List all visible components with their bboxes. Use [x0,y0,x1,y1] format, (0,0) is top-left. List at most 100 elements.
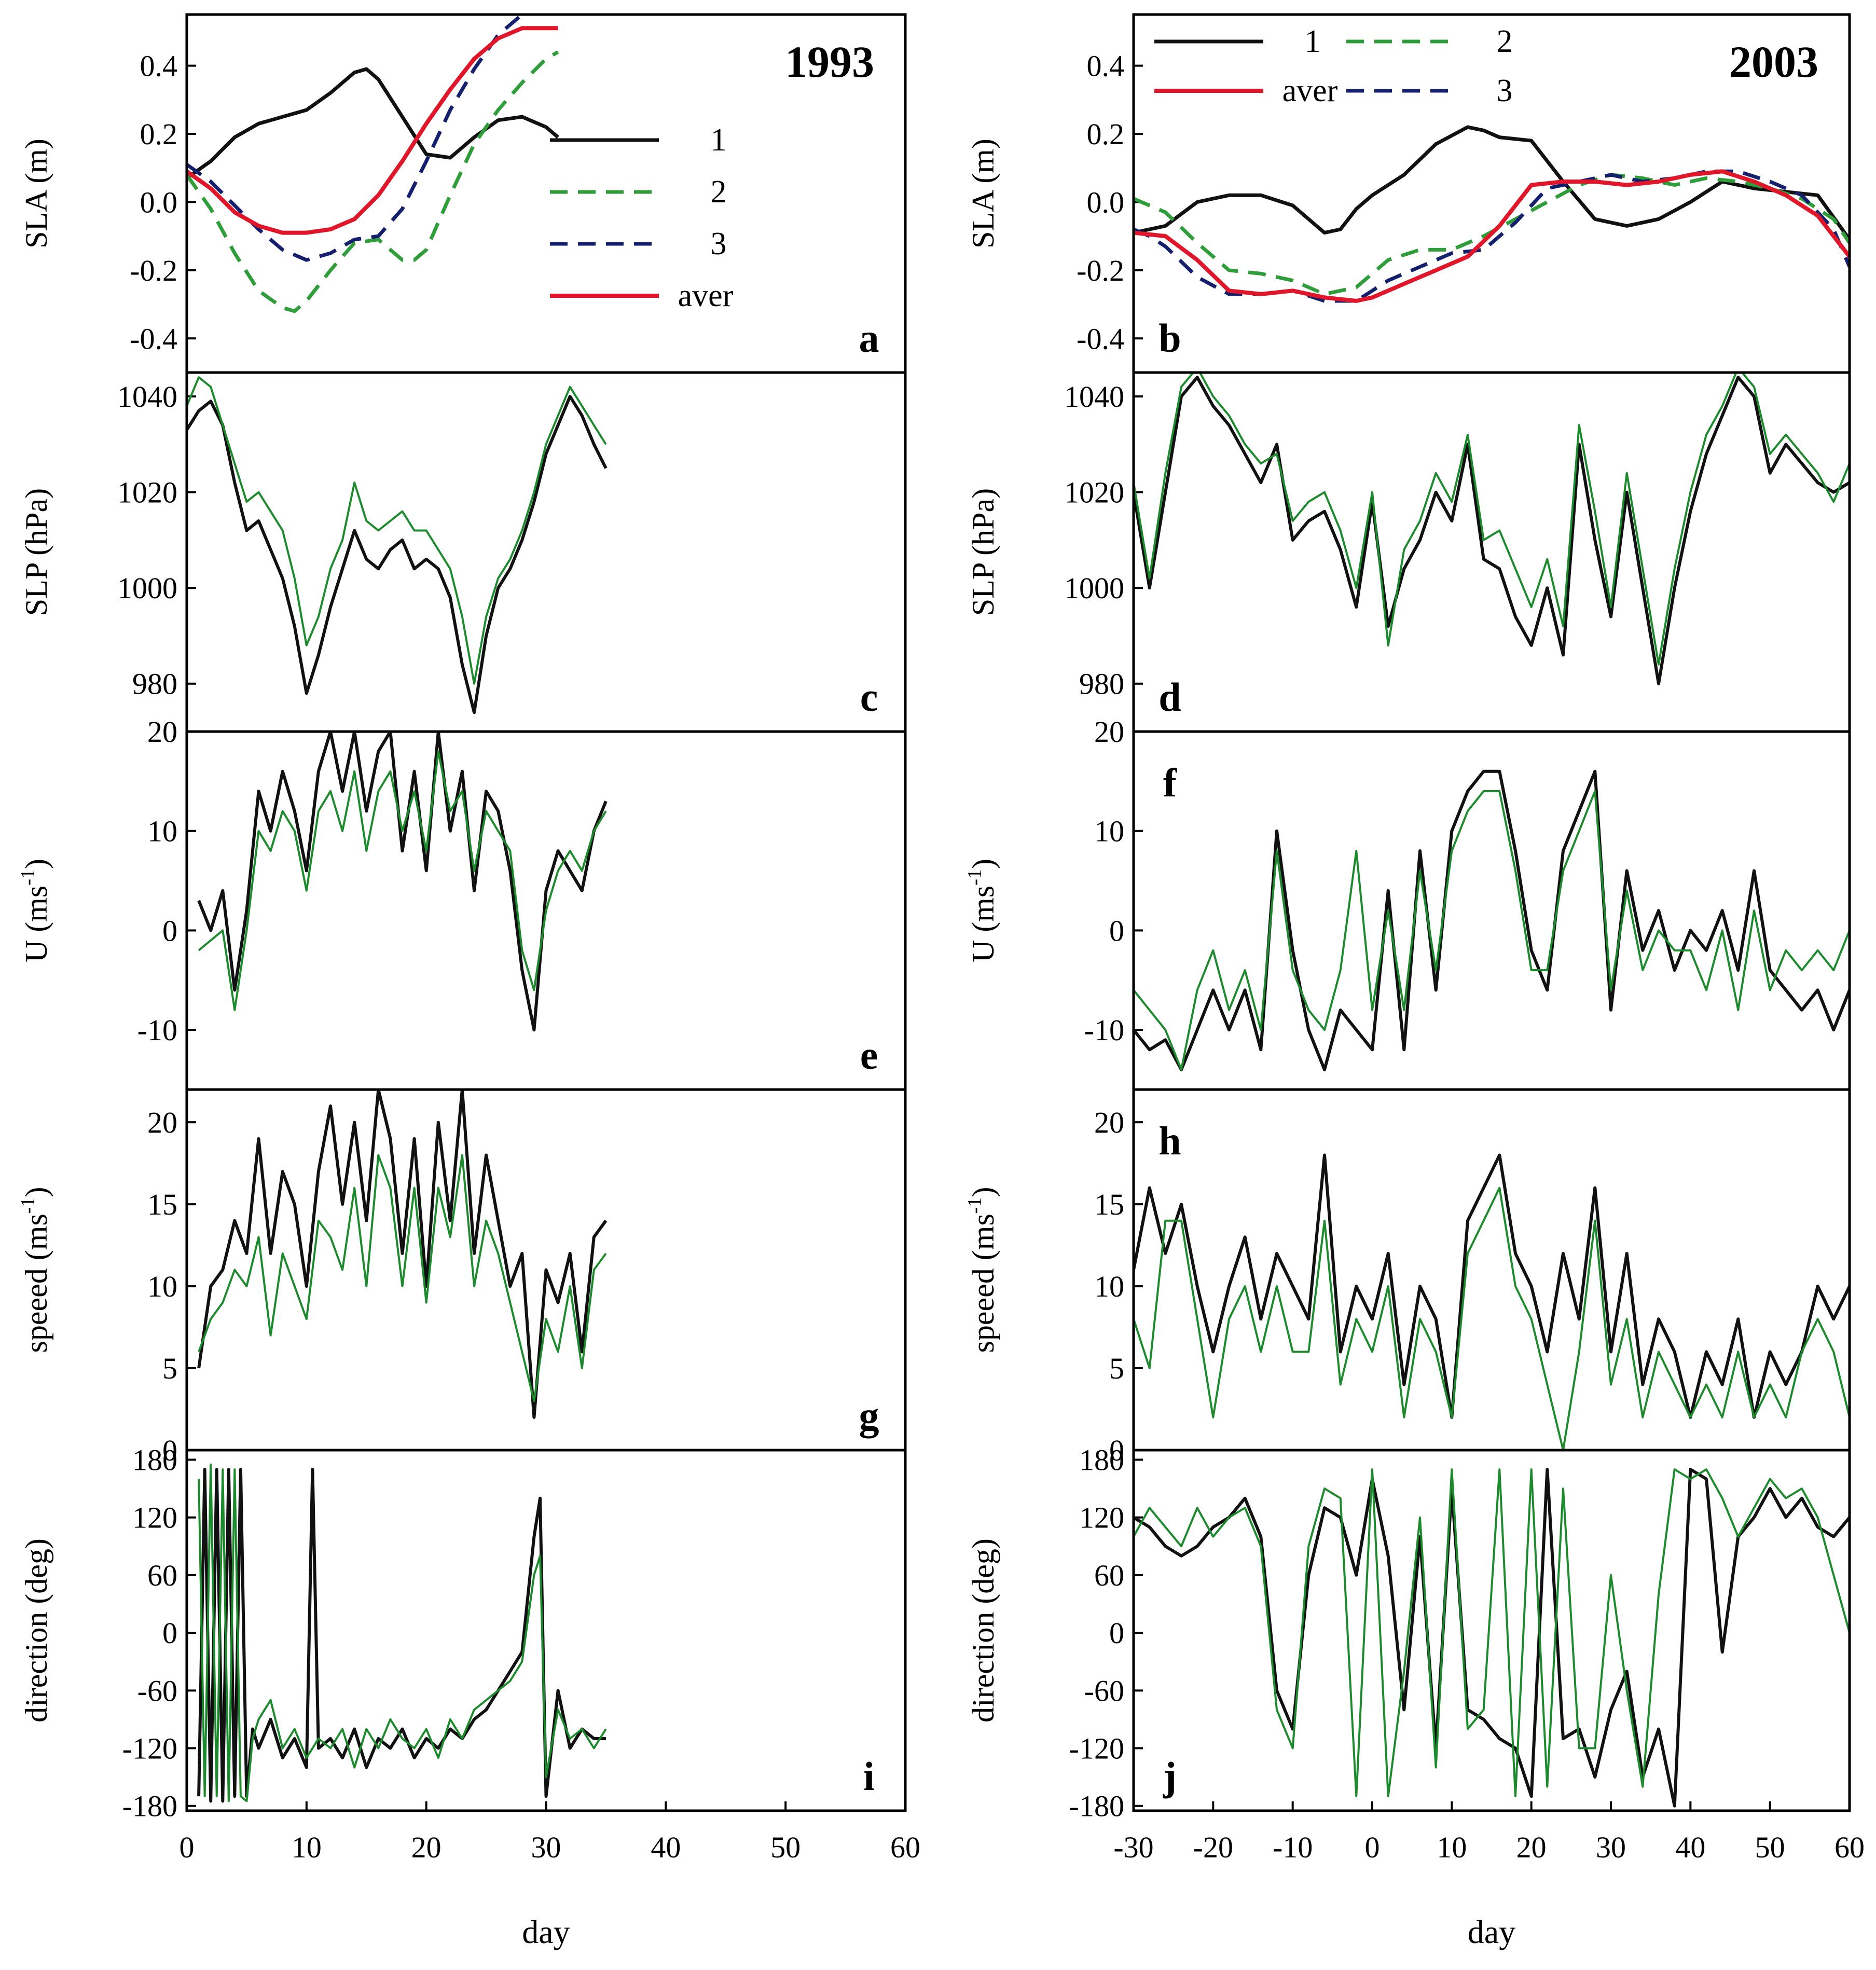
ytick-label: 20 [1094,1106,1124,1139]
ytick-label: -180 [122,1789,177,1823]
ytick-label: 0 [162,914,177,947]
y-axis-label: speeed (ms-1) [964,1187,1000,1353]
xtick-label: 0 [180,1830,195,1864]
ytick-label: 0 [1109,1434,1124,1467]
xtick-label: 50 [1755,1830,1785,1864]
series-line-3 [1134,169,1850,303]
ytick-label: 980 [132,667,177,701]
ytick-label: 1020 [117,476,177,509]
series-line-2 [1134,373,1850,666]
ytick-label: 0 [162,1616,177,1650]
xtick-label: 10 [1437,1830,1467,1864]
series-line-2 [1134,790,1850,1071]
panel-label: b [1158,315,1181,361]
ytick-label: -60 [1084,1674,1124,1707]
xtick-label: -30 [1113,1830,1153,1864]
ytick-label: 180 [132,1443,177,1477]
year-title: 1993 [785,37,874,87]
legend: 1 2 3 aver [550,122,734,313]
ytick-label: 10 [1094,1270,1124,1303]
ytick-label: -0.2 [130,254,177,287]
series-line-1 [187,395,608,714]
panel-label: a [859,315,879,361]
y-axis-label: SLA (m) [19,139,53,249]
xtick-label: -10 [1273,1830,1313,1864]
ytick-label: 1040 [1064,380,1124,414]
panel-label: g [859,1393,879,1438]
series-line-2 [198,1463,607,1802]
xtick-label: 30 [531,1830,561,1864]
ytick-label: 120 [1079,1501,1124,1535]
series-line-aver [1134,169,1850,303]
ytick-label: 15 [147,1188,177,1221]
y-axis-label: speeed (ms-1) [17,1187,53,1353]
y-axis-label: U (ms-1) [964,859,1000,962]
ytick-label: 0.0 [140,185,178,219]
series-line-2 [187,376,607,685]
panel-label: e [860,1032,878,1078]
series-line-1 [187,67,559,180]
series-line-2 [198,750,607,1011]
ytick-label: -0.4 [130,322,177,355]
series-line-3 [187,15,535,262]
series-line-1 [1134,1468,1850,1808]
year-title: 2003 [1729,37,1818,87]
ytick-label: 15 [1094,1188,1124,1221]
ytick-label: 10 [147,815,177,848]
xtick-label: -20 [1193,1830,1233,1864]
panel-a: 0.4 0.2 0.0 -0.2 -0.4 SLA (m) a 1993 1 2 3 aver [19,13,907,374]
legend-label: 3 [1497,73,1513,108]
y-axis-label: direction (deg) [966,1538,1000,1723]
series-line-1 [197,732,608,1031]
ytick-label: 20 [147,1106,177,1139]
panel-f: 20 10 0 -10 U (ms-1) f [964,715,1851,1091]
y-axis-label: SLP (hPa) [966,488,1000,616]
ytick-label: 0 [1109,1616,1124,1650]
ytick-label: -10 [1084,1013,1124,1047]
panel-label: i [863,1754,875,1799]
ytick-label: 0.2 [140,117,178,151]
ytick-label: 60 [147,1559,177,1592]
ytick-label: 0.2 [1087,117,1125,151]
ytick-label: 0 [1109,914,1124,947]
ytick-label: -0.4 [1077,322,1124,355]
panel-b: 0.4 0.2 0.0 -0.2 -0.4 SLA (m) b 2003 1 2 aver 3 [966,13,1851,374]
ytick-label: 0.4 [140,49,178,83]
ytick-label: 5 [1109,1352,1124,1385]
series-line-1 [1134,376,1850,685]
series-line-2 [1134,1187,1850,1450]
panel-label: d [1158,674,1181,720]
panel-i: 180 120 60 0 -60 -120 -180 direction (deg) i 0 10 2… [19,1443,920,1950]
ytick-label: 1000 [1064,571,1124,605]
series-line-1 [197,1468,606,1803]
ytick-label: 0.0 [1087,185,1125,219]
ytick-label: 20 [1094,715,1124,749]
ytick-label: -60 [137,1674,177,1707]
xtick-label: 30 [1596,1830,1626,1864]
legend-label: 2 [711,174,727,210]
ytick-label: 60 [1094,1559,1124,1592]
xtick-label: 40 [1675,1830,1705,1864]
legend-label: aver [678,278,734,313]
xtick-label: 10 [292,1830,322,1864]
xtick-label: 60 [890,1830,920,1864]
x-axis-label: day [1468,1913,1515,1950]
ytick-label: 980 [1079,667,1124,701]
xtick-label: 50 [770,1830,801,1864]
panel-j: 180 120 60 0 -60 -120 -180 direction (deg) j -30 -… [966,1443,1865,1950]
plot-frame [1132,1088,1851,1452]
panel-g: 20 15 10 5 0 speeed (ms-1) g [17,1088,907,1467]
legend: 1 2 aver 3 [1154,24,1513,108]
ytick-label: 5 [162,1352,177,1385]
y-axis-label: SLA (m) [966,139,1000,249]
y-axis-label: SLP (hPa) [19,488,53,616]
panel-c: 1040 1020 1000 980 SLP (hPa) c [19,371,907,733]
ytick-label: -120 [122,1732,177,1766]
legend-label: 1 [1305,24,1321,59]
series-line-1 [1134,1153,1850,1419]
plot-frame [1132,730,1851,1091]
plot-frame [1132,1449,1851,1812]
y-axis-label: U (ms-1) [17,859,53,962]
ytick-label: 1000 [117,571,177,605]
